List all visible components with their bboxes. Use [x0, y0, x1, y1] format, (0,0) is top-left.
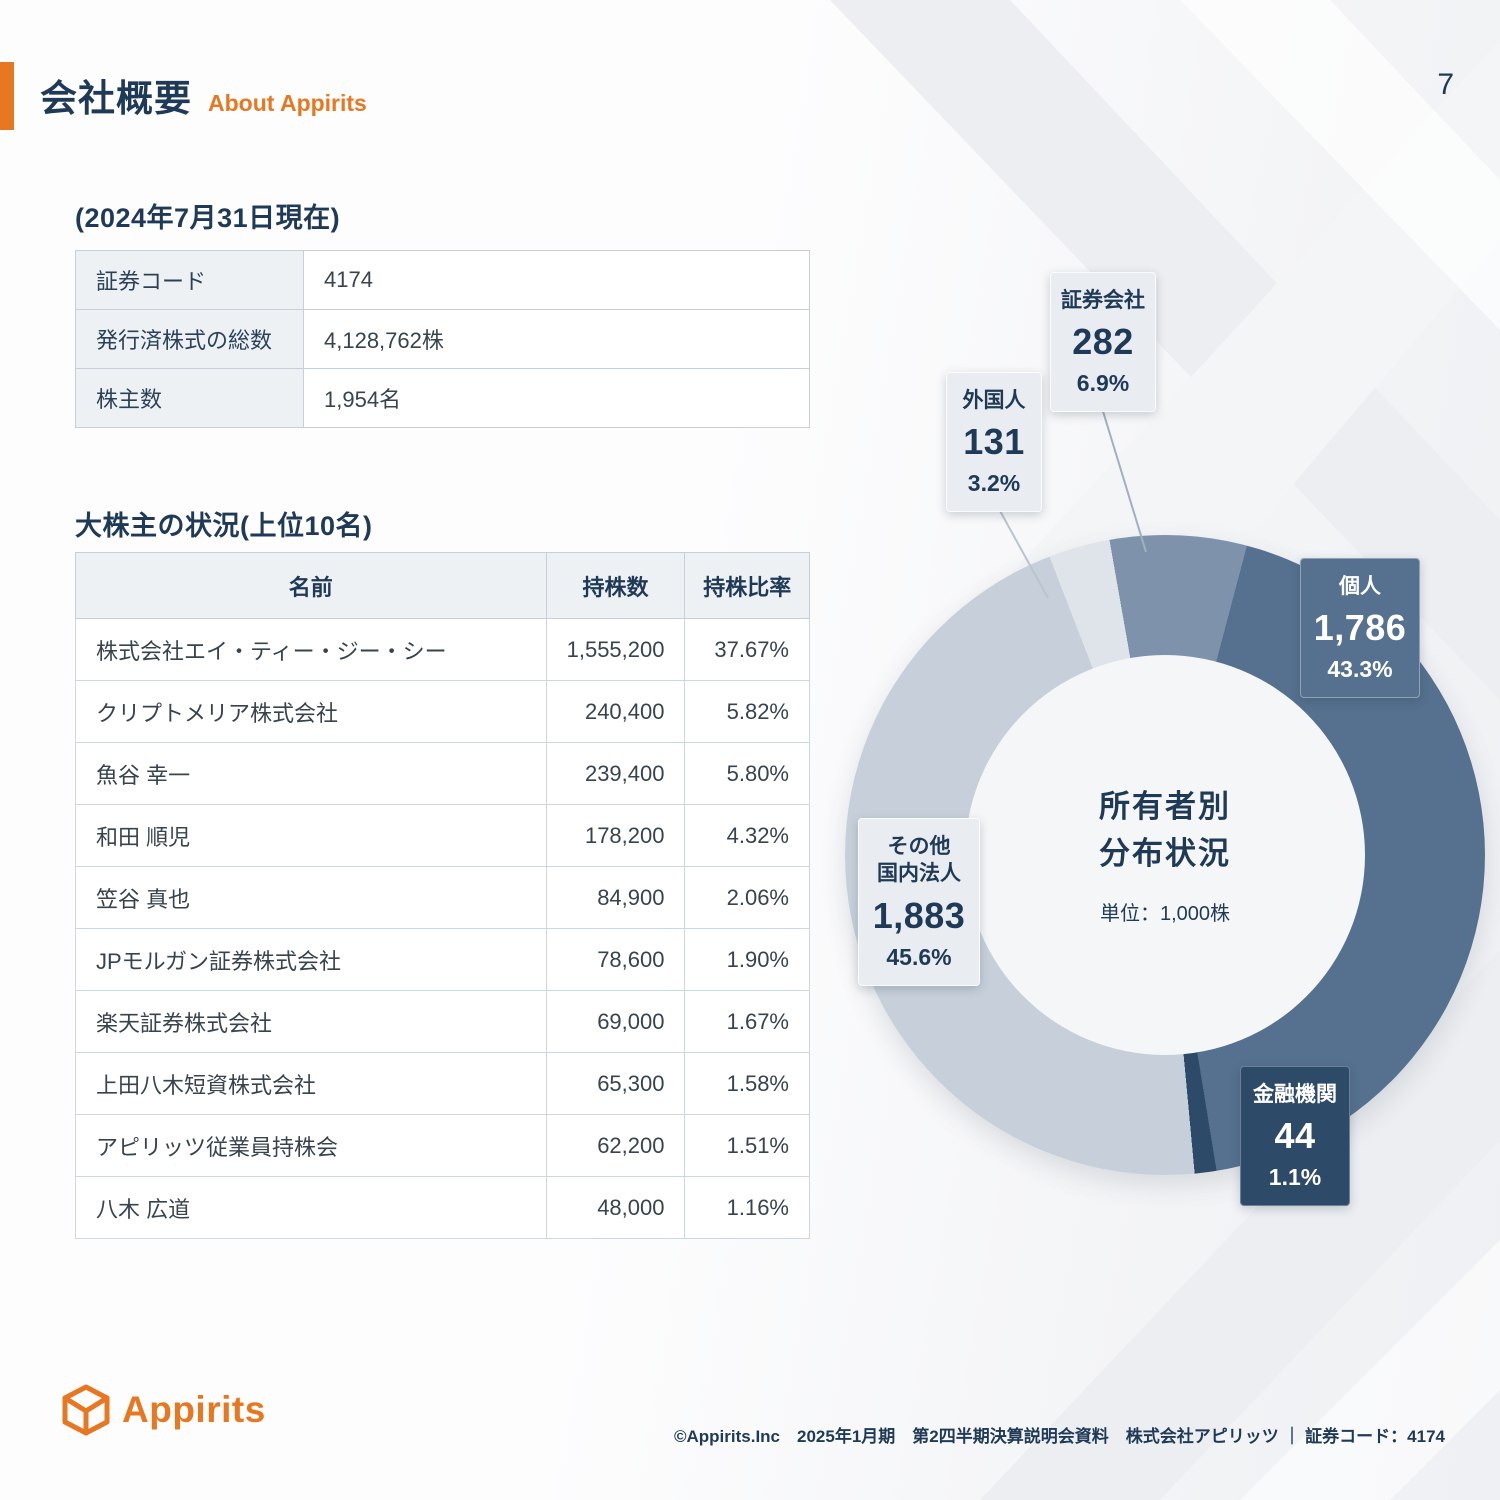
shareholder-shares: 62,200 — [545, 1114, 686, 1177]
shareholder-ratio: 1.58% — [684, 1052, 810, 1115]
page-number: 7 — [1437, 68, 1454, 101]
table-row: 楽天証券株式会社 69,000 1.67% — [75, 990, 810, 1053]
segment-name: 証券会社 — [1061, 289, 1145, 312]
shareholder-ratio: 5.80% — [684, 742, 810, 805]
shareholder-name: クリプトメリア株式会社 — [75, 680, 547, 743]
donut-center: 所有者別 分布状況 単位：1,000株 — [965, 655, 1365, 1055]
table-row: アピリッツ従業員持株会 62,200 1.51% — [75, 1114, 810, 1177]
segment-percent: 1.1% — [1268, 1164, 1322, 1191]
shareholder-shares: 65,300 — [545, 1052, 686, 1115]
table-row: クリプトメリア株式会社 240,400 5.82% — [75, 680, 810, 743]
chart-unit-label: 単位：1,000株 — [1099, 903, 1231, 925]
page-subtitle: About Appirits — [208, 90, 367, 116]
table-row: JPモルガン証券株式会社 78,600 1.90% — [75, 928, 810, 991]
shareholder-ratio: 4.32% — [684, 804, 810, 867]
segment-name: 金融機関 — [1253, 1083, 1337, 1106]
segment-name: 個人 — [1339, 575, 1381, 598]
shareholder-shares: 69,000 — [545, 990, 686, 1053]
shareholder-name: 魚谷 幸一 — [75, 742, 547, 805]
shareholders-table: 名前 持株数 持株比率 株式会社エイ・ティー・ジー・シー 1,555,200 3… — [75, 552, 810, 1239]
footer-copyright: ©Appirits.Inc 2025年1月期 第2四半期決算説明会資料 株式会社… — [673, 1427, 1445, 1446]
column-header-ratio: 持株比率 — [684, 552, 810, 619]
table-row: 魚谷 幸一 239,400 5.80% — [75, 742, 810, 805]
segment-name: 外国人 — [962, 389, 1026, 412]
info-value: 4,128,762株 — [303, 309, 810, 369]
segment-percent: 43.3% — [1327, 656, 1393, 683]
page-header: 会社概要 About Appirits — [40, 68, 367, 122]
segment-percent: 45.6% — [886, 943, 952, 970]
chart-label-other-domestic: その他 国内法人 1,883 45.6% — [858, 818, 980, 986]
info-label: 株主数 — [75, 368, 304, 428]
company-info-table: 証券コード 4174 発行済株式の総数 4,128,762株 株主数 1,954… — [75, 250, 810, 428]
segment-value: 44 — [1274, 1115, 1316, 1157]
appirits-logo: Appirits — [62, 1384, 266, 1436]
appirits-logo-text: Appirits — [122, 1389, 266, 1430]
shareholder-name: 八木 広道 — [75, 1176, 547, 1239]
shareholder-ratio: 2.06% — [684, 866, 810, 929]
page-title: 会社概要 — [40, 78, 192, 119]
shareholder-shares: 48,000 — [545, 1176, 686, 1239]
shareholder-ratio: 1.67% — [684, 990, 810, 1053]
table-row: 和田 順児 178,200 4.32% — [75, 804, 810, 867]
info-row: 証券コード 4174 — [75, 250, 810, 310]
segment-value: 131 — [963, 421, 1025, 463]
shareholder-name: 和田 順児 — [75, 804, 547, 867]
table-row: 上田八木短資株式会社 65,300 1.58% — [75, 1052, 810, 1115]
column-header-shares: 持株数 — [545, 552, 686, 619]
shareholder-shares: 178,200 — [545, 804, 686, 867]
shareholder-ratio: 1.16% — [684, 1176, 810, 1239]
chart-label-securities: 証券会社 282 6.9% — [1050, 272, 1156, 413]
shareholders-heading: 大株主の状況(上位10名) — [75, 511, 373, 541]
shareholder-shares: 84,900 — [545, 866, 686, 929]
chart-label-financial: 金融機関 44 1.1% — [1240, 1066, 1350, 1207]
segment-name: その他 国内法人 — [877, 835, 961, 886]
table-row: 笠谷 真也 84,900 2.06% — [75, 866, 810, 929]
segment-percent: 3.2% — [967, 470, 1021, 497]
shareholder-ratio: 1.51% — [684, 1114, 810, 1177]
segment-percent: 6.9% — [1076, 370, 1130, 397]
shareholder-name: JPモルガン証券株式会社 — [75, 928, 547, 991]
shareholder-shares: 240,400 — [545, 680, 686, 743]
info-value: 1,954名 — [303, 368, 810, 428]
chart-label-foreign: 外国人 131 3.2% — [946, 372, 1042, 513]
as-of-date-heading: (2024年7月31日現在) — [75, 203, 341, 233]
shareholder-shares: 78,600 — [545, 928, 686, 991]
table-row: 八木 広道 48,000 1.16% — [75, 1176, 810, 1239]
appirits-logo-icon — [62, 1384, 110, 1436]
shareholder-name: アピリッツ従業員持株会 — [75, 1114, 547, 1177]
column-header-name: 名前 — [75, 552, 547, 619]
segment-value: 1,786 — [1313, 607, 1407, 649]
shareholder-ratio: 1.90% — [684, 928, 810, 991]
table-row: 株式会社エイ・ティー・ジー・シー 1,555,200 37.67% — [75, 618, 810, 681]
segment-value: 1,883 — [872, 894, 966, 936]
info-row: 株主数 1,954名 — [75, 368, 810, 428]
segment-value: 282 — [1072, 321, 1134, 363]
shareholder-shares: 239,400 — [545, 742, 686, 805]
shareholder-name: 上田八木短資株式会社 — [75, 1052, 547, 1115]
shareholder-name: 笠谷 真也 — [75, 866, 547, 929]
shareholder-shares: 1,555,200 — [545, 618, 686, 681]
info-label: 発行済株式の総数 — [75, 309, 304, 369]
shareholder-ratio: 5.82% — [684, 680, 810, 743]
chart-title: 所有者別 分布状況 — [1099, 789, 1231, 871]
shareholder-name: 株式会社エイ・ティー・ジー・シー — [75, 618, 547, 681]
shareholder-ratio: 37.67% — [684, 618, 810, 681]
title-accent-bar — [0, 62, 14, 130]
shareholder-name: 楽天証券株式会社 — [75, 990, 547, 1053]
chart-label-individual: 個人 1,786 43.3% — [1300, 558, 1420, 699]
table-header-row: 名前 持株数 持株比率 — [75, 552, 810, 619]
info-row: 発行済株式の総数 4,128,762株 — [75, 309, 810, 369]
info-value: 4174 — [303, 250, 810, 310]
info-label: 証券コード — [75, 250, 304, 310]
